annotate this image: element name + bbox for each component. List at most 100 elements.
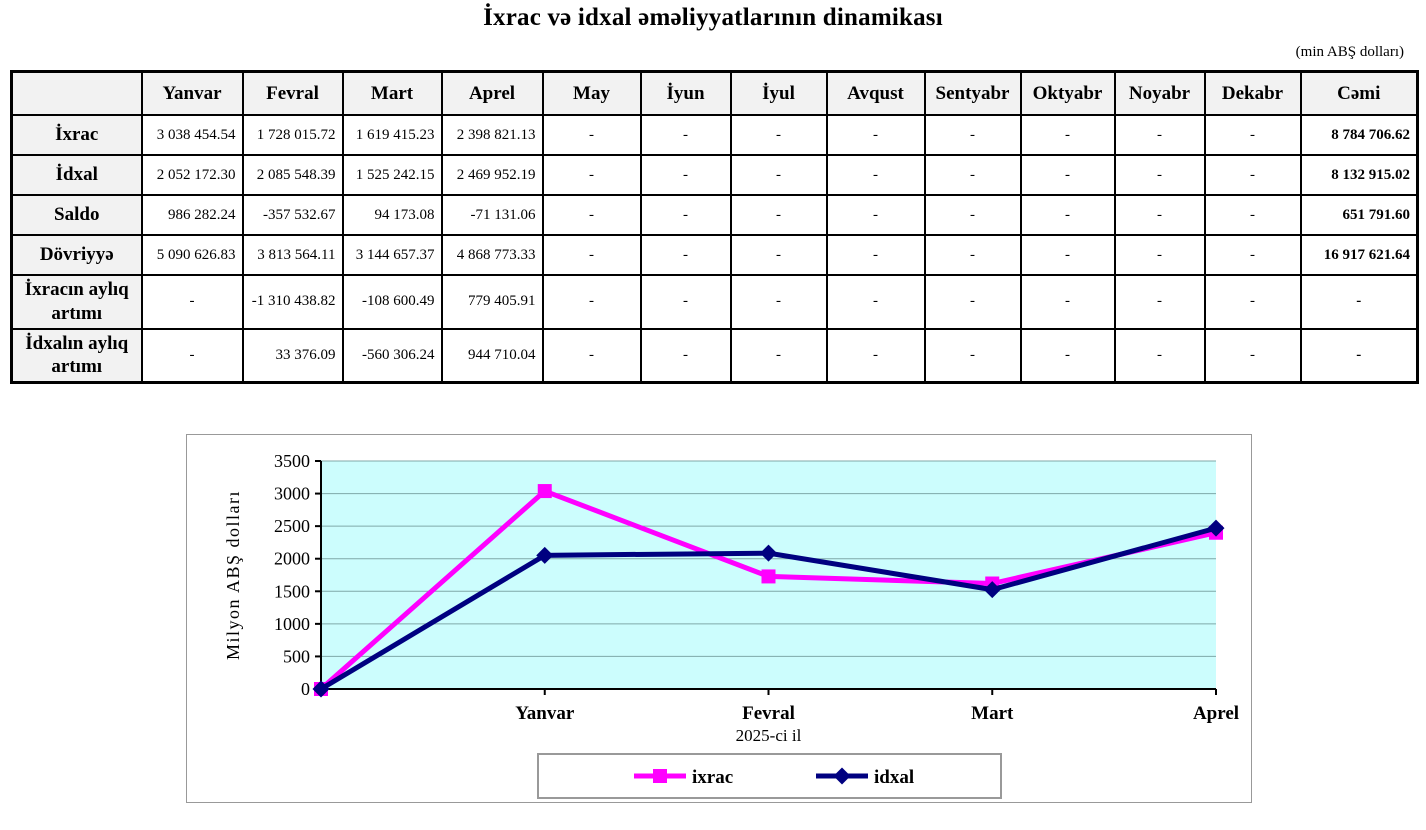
total-cell: 651 791.60 — [1299, 194, 1419, 236]
data-table: Yanvar Fevral Mart Aprel May İyun İyul Avqust Se… — [10, 70, 1419, 384]
value-cell: - — [923, 154, 1022, 196]
value-cell: - — [639, 194, 732, 236]
column-header: İyun — [639, 70, 732, 116]
value-cell: - — [1203, 194, 1302, 236]
value-cell: - — [825, 234, 926, 276]
y-tick-label: 1000 — [274, 614, 310, 634]
value-cell: -108 600.49 — [341, 274, 443, 330]
y-axis-title: Milyon ABŞ dolları — [223, 490, 243, 660]
value-cell: 2 398 821.13 — [440, 114, 544, 156]
value-cell: - — [140, 274, 244, 330]
value-cell: 2 052 172.30 — [140, 154, 244, 196]
legend-item-idxal: idxal — [816, 767, 914, 788]
table-header-row: Yanvar Fevral Mart Aprel May İyun İyul Avqust Se… — [10, 70, 1419, 116]
value-cell: - — [1019, 114, 1116, 156]
column-header: Cəmi — [1299, 70, 1419, 116]
row-header: Saldo — [10, 194, 143, 236]
value-cell: -560 306.24 — [341, 327, 443, 384]
x-axis-title: 2025-ci il — [736, 726, 802, 745]
y-tick-label: 500 — [283, 646, 310, 666]
value-cell: - — [825, 194, 926, 236]
value-cell: - — [541, 194, 642, 236]
column-header: Sentyabr — [923, 70, 1022, 116]
total-cell: 16 917 621.64 — [1299, 234, 1419, 276]
value-cell: - — [729, 234, 828, 276]
value-cell: 3 144 657.37 — [341, 234, 443, 276]
value-cell: 5 090 626.83 — [140, 234, 244, 276]
value-cell: 2 469 952.19 — [440, 154, 544, 196]
row-header: Dövriyyə — [10, 234, 143, 276]
value-cell: - — [639, 114, 732, 156]
column-header: Avqust — [825, 70, 926, 116]
value-cell: - — [729, 327, 828, 384]
column-header: Yanvar — [140, 70, 244, 116]
y-tick-label: 3000 — [274, 484, 310, 504]
x-tick-label: Mart — [971, 703, 1014, 724]
value-cell: - — [1203, 234, 1302, 276]
value-cell: 94 173.08 — [341, 194, 443, 236]
data-point-marker — [536, 546, 554, 564]
corner-header — [10, 70, 143, 116]
column-header: Dekabr — [1203, 70, 1302, 116]
value-cell: - — [825, 327, 926, 384]
value-cell: - — [1019, 154, 1116, 196]
data-point-marker — [653, 769, 667, 783]
value-cell: 986 282.24 — [140, 194, 244, 236]
chart-container: 0 500 1000 1500 2000 2500 3000 3500 Yanvar Fevral… — [186, 434, 1252, 803]
data-point-marker — [1207, 519, 1225, 537]
value-cell: - — [541, 114, 642, 156]
value-cell: 3 038 454.54 — [140, 114, 244, 156]
value-cell: - — [1203, 154, 1302, 196]
table-header: Yanvar Fevral Mart Aprel May İyun İyul Avqust Se… — [10, 70, 1419, 116]
value-cell: - — [1203, 274, 1302, 330]
value-cell: - — [825, 274, 926, 330]
total-cell: 8 784 706.62 — [1299, 114, 1419, 156]
value-cell: - — [1113, 114, 1206, 156]
value-cell: 4 868 773.33 — [440, 234, 544, 276]
y-tick-label: 2000 — [274, 549, 310, 569]
column-header: May — [541, 70, 642, 116]
value-cell: - — [541, 327, 642, 384]
row-header: İxracın aylıq artımı — [10, 274, 143, 330]
value-cell: - — [729, 114, 828, 156]
column-header: Mart — [341, 70, 443, 116]
page-title: İxrac və idxal əməliyyatlarının dinamika… — [483, 4, 943, 31]
total-cell: - — [1299, 327, 1419, 384]
value-cell: 2 085 548.39 — [241, 154, 344, 196]
total-cell: - — [1299, 274, 1419, 330]
value-cell: - — [923, 194, 1022, 236]
value-cell: - — [923, 114, 1022, 156]
value-cell: - — [639, 327, 732, 384]
value-cell: - — [825, 154, 926, 196]
value-cell: - — [1203, 114, 1302, 156]
column-header: Aprel — [440, 70, 544, 116]
value-cell: - — [923, 327, 1022, 384]
value-cell: - — [1113, 274, 1206, 330]
value-cell: - — [729, 274, 828, 330]
legend-label: idxal — [874, 767, 914, 788]
value-cell: - — [639, 154, 732, 196]
row-header: İdxalın aylıq artımı — [10, 327, 143, 384]
value-cell: - — [1113, 194, 1206, 236]
line-chart: 0 500 1000 1500 2000 2500 3000 3500 Yanvar Fevral… — [223, 451, 1239, 799]
x-tick-label: Fevral — [742, 703, 795, 724]
value-cell: 944 710.04 — [440, 327, 544, 384]
data-point-marker — [833, 767, 851, 785]
value-cell: 1 525 242.15 — [341, 154, 443, 196]
table-row: İdxalın aylıq artımı -33 376.09 -560 306.2… — [10, 327, 1419, 384]
x-tick-label: Yanvar — [515, 703, 575, 724]
value-cell: - — [1019, 274, 1116, 330]
value-cell: - — [140, 327, 244, 384]
column-header: Oktyabr — [1019, 70, 1116, 116]
value-cell: -357 532.67 — [241, 194, 344, 236]
data-point-marker — [983, 581, 1001, 599]
value-cell: - — [923, 274, 1022, 330]
y-tick-label: 0 — [301, 679, 310, 699]
column-header: İyul — [729, 70, 828, 116]
value-cell: - — [1019, 234, 1116, 276]
unit-note: (min ABŞ dolları) — [1295, 44, 1404, 60]
value-cell: - — [541, 154, 642, 196]
value-cell: 779 405.91 — [440, 274, 544, 330]
legend-item-ixrac: ixrac — [634, 767, 733, 788]
